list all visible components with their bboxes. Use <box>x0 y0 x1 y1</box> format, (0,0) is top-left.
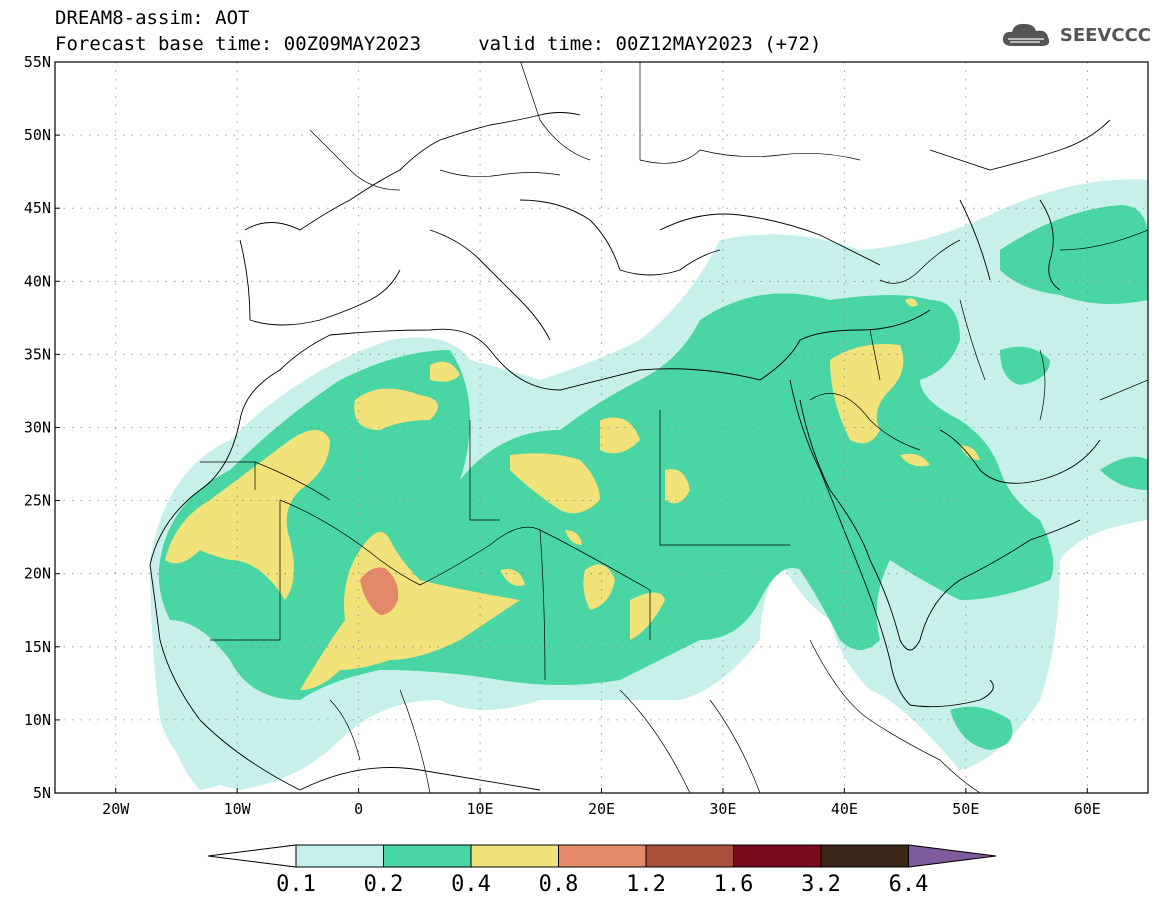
seevccc-logo: SEEVCCC <box>1000 20 1151 50</box>
colorbar-label: 1.2 <box>626 872 666 897</box>
lat-tick-label: 55N <box>24 53 51 71</box>
lat-tick-label: 30N <box>24 419 51 437</box>
colorbar-swatch <box>820 844 909 868</box>
lat-tick-label: 25N <box>24 492 51 510</box>
aot-region-0.8 <box>360 567 399 615</box>
lon-tick-label: 60E <box>1074 800 1101 818</box>
colorbar-label: 6.4 <box>889 872 929 897</box>
colorbar-label: 0.2 <box>364 872 404 897</box>
colorbar-swatch <box>470 844 559 868</box>
colorbar-swatch <box>645 844 734 868</box>
lat-tick-label: 45N <box>24 199 51 217</box>
colorbar-label: 3.2 <box>801 872 841 897</box>
colorbar-under-triangle <box>207 844 297 868</box>
colorbar-label: 0.4 <box>451 872 491 897</box>
lon-tick-label: 0 <box>354 800 363 818</box>
lon-tick-label: 50E <box>952 800 979 818</box>
lat-tick-label: 35N <box>24 345 51 363</box>
colorbar-label: 1.6 <box>714 872 754 897</box>
aot-region-0.4 <box>165 298 980 690</box>
colorbar-swatch <box>295 844 384 868</box>
lat-tick-label: 15N <box>24 638 51 656</box>
lon-tick-label: 40E <box>831 800 858 818</box>
cloud-icon <box>1002 23 1050 46</box>
lon-tick-label: 10E <box>467 800 494 818</box>
lon-tick-label: 10W <box>224 800 252 818</box>
coastlines <box>149 112 1111 791</box>
lon-tick-label: 20W <box>102 800 130 818</box>
logo-text: SEEVCCC <box>1059 24 1151 46</box>
lat-tick-label: 50N <box>24 126 51 144</box>
lat-tick-label: 10N <box>24 711 51 729</box>
colorbar-over-triangle <box>908 844 997 868</box>
map-title: DREAM8-assim: AOT <box>55 7 250 29</box>
lon-tick-label: 20E <box>588 800 615 818</box>
forecast-time-line: Forecast base time: 00Z09MAY2023 valid t… <box>55 33 822 55</box>
lon-tick-label: 30E <box>709 800 736 818</box>
colorbar-swatch <box>733 844 822 868</box>
aot-map: 5N 10N 15N 20N 25N 30N 35N 40N 45N 50N 55N 20W 10W 0… <box>24 53 1149 818</box>
lat-tick-label: 5N <box>33 784 51 802</box>
country-borders <box>200 62 1148 793</box>
lat-axis: 5N 10N 15N 20N 25N 30N 35N 40N 45N 50N 55N <box>24 53 60 802</box>
grid-lines <box>55 62 1148 793</box>
colorbar-swatch <box>558 844 647 868</box>
lat-tick-label: 40N <box>24 272 51 290</box>
aot-colorbar: 0.1 0.2 0.4 0.8 1.2 1.6 3.2 6.4 <box>207 844 997 897</box>
colorbar-swatch <box>383 844 472 868</box>
colorbar-label: 0.1 <box>276 872 316 897</box>
lat-tick-label: 20N <box>24 565 51 583</box>
colorbar-label: 0.8 <box>539 872 579 897</box>
aot-field <box>150 179 1148 790</box>
lon-axis: 20W 10W 0 10E 20E 30E 40E 50E 60E <box>102 788 1101 818</box>
